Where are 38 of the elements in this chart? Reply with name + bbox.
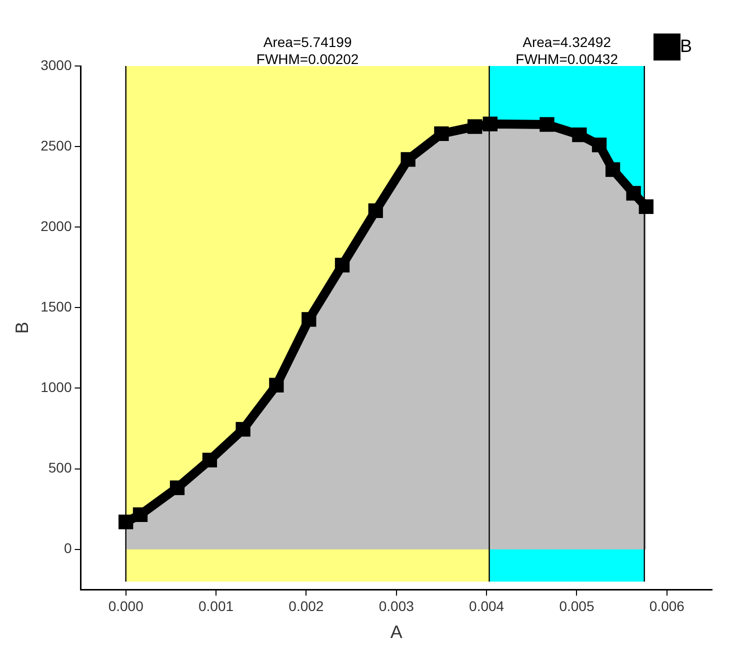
- y-tick-label: 500: [48, 460, 72, 476]
- x-tick-label: 0.004: [469, 598, 504, 614]
- y-tick-label: 1000: [40, 379, 72, 396]
- point: [368, 203, 383, 218]
- point: [540, 117, 554, 132]
- point: [592, 138, 607, 152]
- y-tick-label: 2500: [40, 137, 72, 154]
- y-axis-title: B: [12, 322, 32, 334]
- y-tick-label: 1500: [40, 298, 72, 315]
- point: [334, 258, 350, 272]
- point: [434, 126, 449, 141]
- legend-label: B: [680, 36, 692, 56]
- point: [202, 452, 218, 468]
- point: [482, 116, 498, 132]
- y-tick-label: 0: [64, 540, 72, 556]
- point: [572, 127, 587, 142]
- point: [638, 199, 654, 214]
- band-label: Area=4.32492 FWHM=0.00432: [516, 34, 618, 67]
- band-label: Area=5.74199 FWHM=0.00202: [256, 34, 359, 67]
- x-axis-title: A: [390, 622, 402, 642]
- point: [236, 422, 250, 437]
- x-tick-label: 0.001: [198, 598, 234, 614]
- point: [269, 378, 284, 392]
- point: [626, 186, 641, 201]
- y-tick-label: 2000: [40, 218, 72, 234]
- x-tick-label: 0.003: [378, 598, 414, 614]
- point: [118, 514, 134, 530]
- x-tick-label: 0.005: [559, 598, 594, 614]
- x-tick-label: 0.006: [649, 598, 685, 614]
- point: [400, 152, 416, 167]
- x-tick-label: 0.002: [288, 598, 324, 614]
- x-tick-label: 0.000: [108, 598, 144, 614]
- point: [170, 480, 185, 496]
- point: [605, 162, 620, 177]
- y-tick-label: 3000: [40, 56, 72, 73]
- point: [468, 119, 482, 134]
- point: [302, 312, 316, 327]
- point: [132, 507, 148, 522]
